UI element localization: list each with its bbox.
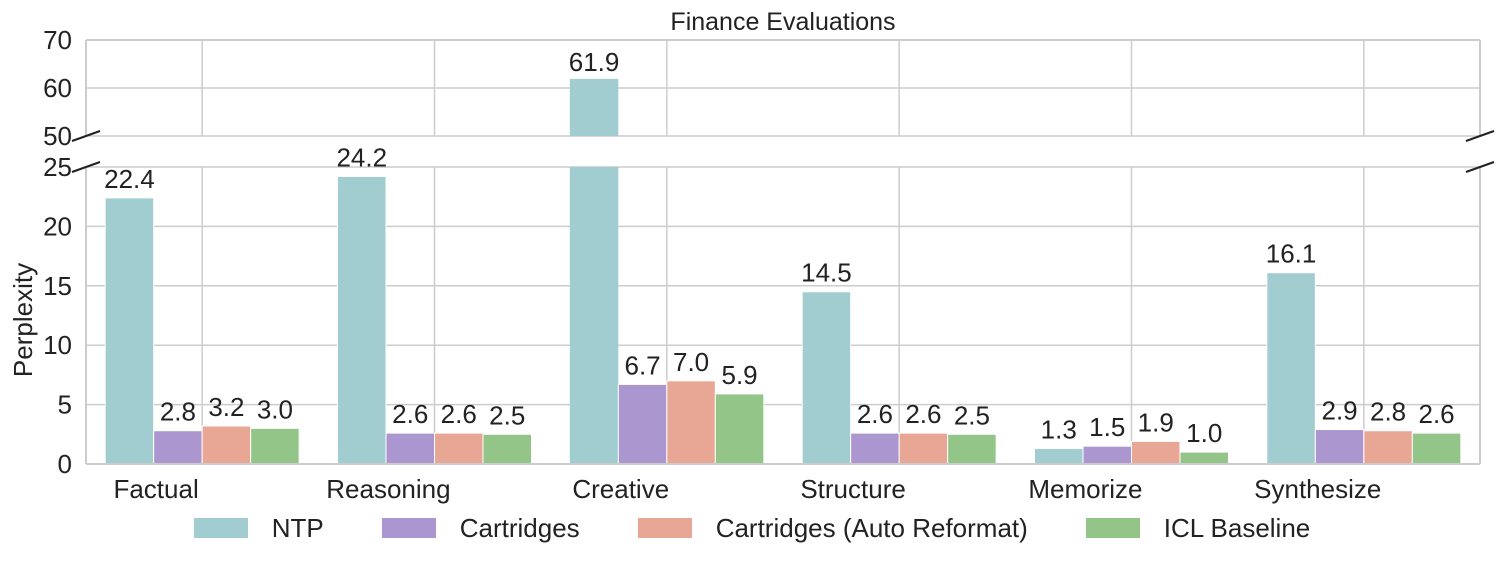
lower-panel: 0 5 10 15 20 25 22.4 24.2 14.5 1.3 16.1 2.8 2.6 6.7 2.…: [43, 130, 1495, 479]
axis-break-mark: [71, 130, 101, 142]
axis-break-mark: [1465, 130, 1495, 142]
legend: NTP Cartridges Cartridges (Auto Reformat) I…: [0, 508, 1504, 548]
chart-title: Finance Evaluations: [670, 8, 895, 36]
bar-value-label: 1.5: [1089, 412, 1125, 442]
x-tick-label: Creative: [572, 474, 669, 504]
legend-item: Cartridges: [381, 512, 580, 544]
bar-value-label: 2.6: [441, 399, 477, 429]
bar-value-label: 1.3: [1041, 415, 1077, 445]
legend-item: Cartridges (Auto Reformat): [637, 512, 1028, 544]
legend-swatch: [1085, 518, 1140, 538]
y-axis-label: Perplexity: [8, 263, 38, 377]
bar-value-label: 2.9: [1322, 396, 1358, 426]
axis-break-mark: [1465, 161, 1495, 173]
y-tick-label: 10: [43, 330, 72, 360]
x-tick-label: Factual: [113, 474, 198, 504]
bar-value-label: 5.9: [722, 360, 758, 390]
bar-value-label: 2.5: [954, 400, 990, 430]
bar: [482, 433, 532, 465]
bar: [434, 432, 484, 465]
bar-value-label: 22.4: [104, 164, 155, 194]
bar: [947, 433, 997, 465]
bar: [617, 383, 668, 465]
bar: [1266, 272, 1316, 465]
bar: [850, 432, 900, 465]
legend-label: Cartridges: [459, 512, 580, 543]
bar: [153, 430, 203, 465]
bar-value-label: 7.0: [673, 347, 709, 377]
bar: [337, 176, 387, 465]
upper-panel: 50 60 70 61.9: [43, 25, 1481, 151]
bar-value-label: 1.9: [1138, 407, 1174, 437]
bar: [898, 432, 949, 465]
bar: [569, 167, 619, 464]
x-tick-label: Synthesize: [1254, 474, 1381, 504]
bar-value-label: 2.6: [392, 399, 428, 429]
bar-value-label: 1.0: [1186, 418, 1222, 448]
bar-value-label: 2.6: [1419, 399, 1455, 429]
bar-value-label: 2.6: [857, 399, 893, 429]
y-tick-label: 15: [43, 271, 72, 301]
bar-value-label: 2.8: [1370, 397, 1406, 427]
bar: [714, 393, 765, 465]
bar-value-label: 3.2: [208, 392, 244, 422]
bar-value-label: 14.5: [801, 258, 852, 288]
x-axis-tick-labels: Factual Reasoning Creative Structure Memoriz…: [113, 474, 1381, 504]
bar-upper-part: [569, 78, 619, 136]
legend-label: Cartridges (Auto Reformat): [715, 512, 1028, 543]
bar-value-label: 16.1: [1266, 239, 1317, 269]
bar-value-label: 2.6: [905, 399, 941, 429]
bar: [1363, 430, 1413, 465]
legend-swatch: [193, 518, 248, 538]
legend-item: NTP: [193, 512, 324, 544]
bar: [1179, 451, 1229, 465]
x-tick-label: Reasoning: [326, 474, 450, 504]
y-tick-label: 70: [43, 25, 72, 55]
bar: [1314, 429, 1365, 465]
bar: [1131, 440, 1181, 465]
bar: [250, 427, 300, 465]
y-tick-label: 5: [58, 390, 72, 420]
bar: [666, 380, 716, 465]
legend-swatch: [637, 518, 692, 538]
bar: [385, 432, 435, 465]
bar-value-label: 2.5: [489, 400, 525, 430]
bar: [1411, 432, 1462, 465]
y-tick-label: 60: [43, 73, 72, 103]
bar-value-label: 3.0: [257, 394, 293, 424]
bar: [201, 425, 252, 465]
bar: [104, 197, 155, 465]
y-tick-label: 0: [58, 449, 72, 479]
axis-break-mark: [71, 161, 101, 173]
bar-value-label: 2.8: [160, 397, 196, 427]
y-tick-label: 50: [43, 121, 72, 151]
bar: [801, 291, 852, 465]
legend-swatch: [381, 518, 436, 538]
legend-label: ICL Baseline: [1163, 512, 1311, 543]
bar-value-label: 6.7: [625, 350, 661, 380]
legend-label: NTP: [271, 512, 324, 543]
bar-value-label: 61.9: [569, 47, 620, 77]
legend-item: ICL Baseline: [1085, 512, 1311, 544]
bar-value-label: 24.2: [336, 143, 387, 173]
bar: [1034, 448, 1084, 465]
x-tick-label: Memorize: [1028, 474, 1142, 504]
bar: [1082, 445, 1132, 465]
x-tick-label: Structure: [800, 474, 906, 504]
y-tick-label: 25: [43, 152, 72, 182]
y-tick-label: 20: [43, 211, 72, 241]
